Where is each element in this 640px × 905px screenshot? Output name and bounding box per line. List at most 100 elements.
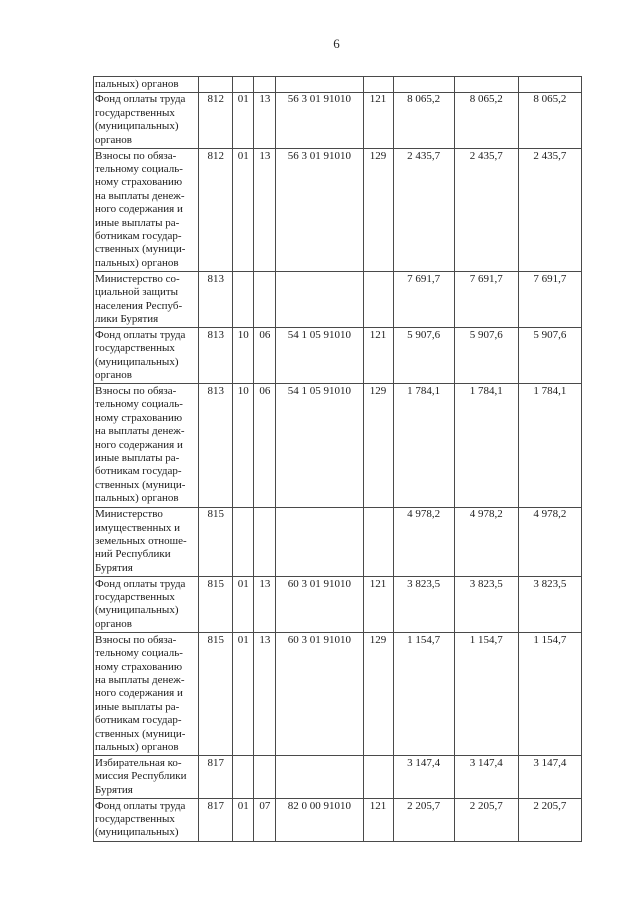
cell-expense-type-code: 129 (362, 632, 394, 757)
cell-subsection-code: 13 (253, 148, 277, 273)
cell-subsection-code (253, 506, 277, 578)
cell-expense-name: Взносы по обяза- тельному социаль- ному … (92, 383, 200, 508)
cell-subsection-code (253, 271, 277, 329)
cell-target-article-code (275, 271, 364, 329)
cell-expense-name: Министерство имущественных и земельных о… (92, 506, 200, 578)
table-row: Министерство со- циальной защиты населен… (92, 271, 583, 329)
table-row: Избирательная ко- миссия Республики Буря… (92, 755, 583, 800)
cell-expense-name: Взносы по обяза- тельному социаль- ному … (92, 148, 200, 273)
cell-amount-year2 (453, 76, 519, 93)
cell-subsection-code: 07 (253, 798, 277, 842)
cell-amount-year1: 1 784,1 (392, 383, 455, 508)
table-row: Взносы по обяза- тельному социаль- ному … (92, 383, 583, 508)
cell-grbs-code: 815 (198, 576, 234, 634)
cell-amount-year3: 3 147,4 (517, 755, 583, 800)
cell-grbs-code: 817 (198, 755, 234, 800)
cell-grbs-code: 812 (198, 148, 234, 273)
cell-expense-name: Фонд оплаты труда государственных (муниц… (92, 327, 200, 385)
cell-amount-year3: 4 978,2 (517, 506, 583, 578)
cell-amount-year2: 8 065,2 (453, 91, 519, 150)
cell-target-article-code (275, 755, 364, 800)
cell-grbs-code: 812 (198, 91, 234, 150)
cell-expense-name: Фонд оплаты труда государственных (муниц… (92, 798, 200, 842)
cell-expense-type-code (362, 755, 394, 800)
cell-amount-year1: 3 147,4 (392, 755, 455, 800)
cell-target-article-code: 54 1 05 91010 (275, 327, 364, 385)
cell-target-article-code: 60 3 01 91010 (275, 576, 364, 634)
cell-amount-year2: 2 435,7 (453, 148, 519, 273)
cell-amount-year3: 1 154,7 (517, 632, 583, 757)
budget-table-body: пальных) органов Фонд оплаты труда госуд… (92, 76, 583, 842)
cell-target-article-code (275, 506, 364, 578)
cell-section-code: 01 (232, 632, 255, 757)
cell-amount-year1: 4 978,2 (392, 506, 455, 578)
cell-amount-year2: 4 978,2 (453, 506, 519, 578)
cell-target-article-code: 60 3 01 91010 (275, 632, 364, 757)
cell-section-code: 01 (232, 148, 255, 273)
cell-amount-year1: 8 065,2 (392, 91, 455, 150)
cell-expense-type-code: 129 (362, 383, 394, 508)
table-row: Фонд оплаты труда государственных (муниц… (92, 576, 583, 634)
cell-amount-year2: 7 691,7 (453, 271, 519, 329)
budget-table: пальных) органов Фонд оплаты труда госуд… (92, 76, 583, 842)
cell-amount-year2: 2 205,7 (453, 798, 519, 842)
cell-section-code (232, 506, 255, 578)
cell-section-code: 01 (232, 91, 255, 150)
cell-section-code: 01 (232, 576, 255, 634)
page-number: 6 (333, 36, 340, 51)
cell-grbs-code: 813 (198, 327, 234, 385)
cell-subsection-code: 06 (253, 383, 277, 508)
cell-target-article-code (275, 76, 364, 93)
cell-amount-year3: 5 907,6 (517, 327, 583, 385)
table-row: пальных) органов (92, 76, 583, 93)
cell-amount-year2: 3 147,4 (453, 755, 519, 800)
cell-amount-year2: 1 784,1 (453, 383, 519, 508)
cell-amount-year2: 1 154,7 (453, 632, 519, 757)
cell-expense-type-code (362, 76, 394, 93)
cell-section-code (232, 271, 255, 329)
table-row: Взносы по обяза- тельному социаль- ному … (92, 632, 583, 757)
cell-section-code (232, 755, 255, 800)
cell-expense-name: Избирательная ко- миссия Республики Буря… (92, 755, 200, 800)
cell-expense-type-code: 121 (362, 798, 394, 842)
cell-amount-year1: 1 154,7 (392, 632, 455, 757)
cell-grbs-code: 815 (198, 632, 234, 757)
cell-amount-year3: 2 435,7 (517, 148, 583, 273)
cell-amount-year1 (392, 76, 455, 93)
cell-target-article-code: 54 1 05 91010 (275, 383, 364, 508)
cell-expense-type-code: 129 (362, 148, 394, 273)
cell-amount-year1: 5 907,6 (392, 327, 455, 385)
cell-target-article-code: 82 0 00 91010 (275, 798, 364, 842)
cell-expense-type-code (362, 506, 394, 578)
cell-section-code: 10 (232, 327, 255, 385)
cell-amount-year2: 3 823,5 (453, 576, 519, 634)
cell-section-code: 01 (232, 798, 255, 842)
cell-expense-name: Министерство со- циальной защиты населен… (92, 271, 200, 329)
cell-grbs-code: 815 (198, 506, 234, 578)
cell-amount-year2: 5 907,6 (453, 327, 519, 385)
cell-subsection-code: 13 (253, 576, 277, 634)
cell-expense-type-code: 121 (362, 91, 394, 150)
cell-grbs-code: 813 (198, 383, 234, 508)
cell-amount-year1: 7 691,7 (392, 271, 455, 329)
cell-expense-type-code (362, 271, 394, 329)
table-row: Фонд оплаты труда государственных (муниц… (92, 327, 583, 385)
cell-grbs-code (198, 76, 234, 93)
cell-amount-year3: 7 691,7 (517, 271, 583, 329)
cell-target-article-code: 56 3 01 91010 (275, 91, 364, 150)
cell-expense-name: пальных) органов (92, 76, 200, 93)
cell-amount-year3: 3 823,5 (517, 576, 583, 634)
cell-subsection-code (253, 755, 277, 800)
cell-subsection-code: 13 (253, 632, 277, 757)
cell-section-code: 10 (232, 383, 255, 508)
cell-subsection-code: 13 (253, 91, 277, 150)
cell-expense-name: Фонд оплаты труда государственных (муниц… (92, 91, 200, 150)
table-row: Фонд оплаты труда государственных (муниц… (92, 798, 583, 842)
table-row: Фонд оплаты труда государственных (муниц… (92, 91, 583, 150)
cell-grbs-code: 813 (198, 271, 234, 329)
cell-expense-name: Фонд оплаты труда государственных (муниц… (92, 576, 200, 634)
cell-subsection-code (253, 76, 277, 93)
cell-amount-year3 (517, 76, 583, 93)
cell-subsection-code: 06 (253, 327, 277, 385)
